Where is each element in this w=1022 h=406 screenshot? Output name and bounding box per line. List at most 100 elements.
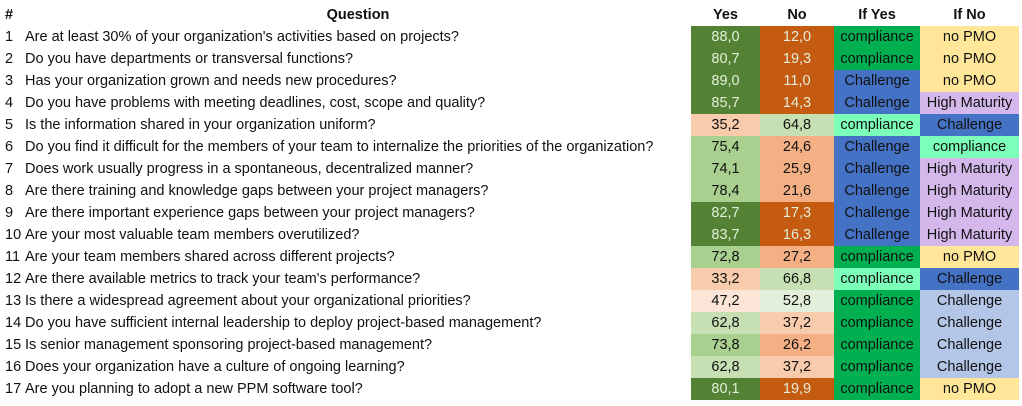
yes-value: 33,2: [691, 268, 760, 290]
table-row: 9 Are there important experience gaps bet…: [0, 202, 1019, 224]
if-yes-result: compliance: [834, 312, 920, 334]
no-value: 25,9: [760, 158, 834, 180]
row-number: 1: [5, 29, 14, 45]
no-value: 19,9: [760, 378, 834, 400]
if-no-result: High Maturity: [920, 180, 1019, 202]
table-row: 12 Are there available metrics to track y…: [0, 268, 1019, 290]
if-yes-result: Challenge: [834, 92, 920, 114]
if-yes-result: Challenge: [834, 202, 920, 224]
question-cell: Do you have sufficient internal leadersh…: [25, 315, 542, 331]
if-no-result: Challenge: [920, 114, 1019, 136]
question-cell: Is there a widespread agreement about yo…: [25, 293, 471, 309]
question-cell: Do you have departments or transversal f…: [25, 51, 354, 67]
no-value: 66,8: [760, 268, 834, 290]
row-number: 5: [5, 117, 14, 133]
table-row: 7 Does work usually progress in a spontan…: [0, 158, 1019, 180]
question-cell: Does your organization have a culture of…: [25, 359, 405, 375]
question-cell: Are your team members shared across diff…: [25, 249, 395, 265]
question-cell: Are there important experience gaps betw…: [25, 205, 475, 221]
table-row: 2 Do you have departments or transversal …: [0, 48, 1019, 70]
no-value: 11,0: [760, 70, 834, 92]
if-yes-result: Challenge: [834, 224, 920, 246]
yes-value: 80,1: [691, 378, 760, 400]
if-no-result: compliance: [920, 136, 1019, 158]
no-value: 27,2: [760, 246, 834, 268]
yes-value: 89,0: [691, 70, 760, 92]
if-no-result: Challenge: [920, 356, 1019, 378]
no-value: 19,3: [760, 48, 834, 70]
yes-value: 74,1: [691, 158, 760, 180]
if-no-result: no PMO: [920, 70, 1019, 92]
table-row: 1 Are at least 30% of your organization's…: [0, 26, 1019, 48]
table-row: 5 Is the information shared in your organ…: [0, 114, 1019, 136]
yes-value: 88,0: [691, 26, 760, 48]
if-no-result: no PMO: [920, 246, 1019, 268]
yes-value: 73,8: [691, 334, 760, 356]
header-number: #: [5, 7, 14, 23]
if-yes-result: Challenge: [834, 70, 920, 92]
no-value: 17,3: [760, 202, 834, 224]
question-cell: Are your most valuable team members over…: [25, 227, 360, 243]
table-row: 8 Are there training and knowledge gaps b…: [0, 180, 1019, 202]
row-number: 2: [5, 51, 14, 67]
yes-value: 35,2: [691, 114, 760, 136]
table-row: 10 Are your most valuable team members ov…: [0, 224, 1019, 246]
survey-table: # Question Yes No If Yes If No 1 Are at l…: [0, 4, 1019, 400]
yes-value: 85,7: [691, 92, 760, 114]
header-if-no: If No: [953, 7, 986, 23]
if-yes-result: compliance: [834, 48, 920, 70]
yes-value: 75,4: [691, 136, 760, 158]
yes-value: 80,7: [691, 48, 760, 70]
no-value: 37,2: [760, 312, 834, 334]
question-cell: Are there training and knowledge gaps be…: [25, 183, 489, 199]
if-yes-result: compliance: [834, 114, 920, 136]
if-no-result: Challenge: [920, 334, 1019, 356]
if-yes-result: Challenge: [834, 158, 920, 180]
row-number: 6: [5, 139, 14, 155]
no-value: 12,0: [760, 26, 834, 48]
question-cell: Are you planning to adopt a new PPM soft…: [25, 381, 363, 397]
row-number: 16: [5, 359, 22, 375]
no-value: 14,3: [760, 92, 834, 114]
table-row: 11 Are your team members shared across di…: [0, 246, 1019, 268]
question-cell: Does work usually progress in a spontane…: [25, 161, 474, 177]
yes-value: 83,7: [691, 224, 760, 246]
table-row: 16 Does your organization have a culture …: [0, 356, 1019, 378]
if-yes-result: compliance: [834, 378, 920, 400]
row-number: 14: [5, 315, 22, 331]
no-value: 24,6: [760, 136, 834, 158]
row-number: 7: [5, 161, 14, 177]
if-no-result: High Maturity: [920, 92, 1019, 114]
table-row: 14 Do you have sufficient internal leader…: [0, 312, 1019, 334]
no-value: 37,2: [760, 356, 834, 378]
row-number: 12: [5, 271, 22, 287]
row-number: 8: [5, 183, 14, 199]
if-no-result: no PMO: [920, 48, 1019, 70]
table-row: 17 Are you planning to adopt a new PPM so…: [0, 378, 1019, 400]
if-no-result: High Maturity: [920, 202, 1019, 224]
yes-value: 72,8: [691, 246, 760, 268]
table-row: 13 Is there a widespread agreement about …: [0, 290, 1019, 312]
question-cell: Has your organization grown and needs ne…: [25, 73, 397, 89]
table-row: 15 Is senior management sponsoring projec…: [0, 334, 1019, 356]
if-yes-result: compliance: [834, 334, 920, 356]
yes-value: 47,2: [691, 290, 760, 312]
if-yes-result: compliance: [834, 26, 920, 48]
if-no-result: High Maturity: [920, 158, 1019, 180]
question-cell: Do you find it difficult for the members…: [25, 139, 654, 155]
header-if-yes: If Yes: [858, 7, 896, 23]
if-no-result: Challenge: [920, 268, 1019, 290]
if-no-result: High Maturity: [920, 224, 1019, 246]
yes-value: 62,8: [691, 312, 760, 334]
question-cell: Are there available metrics to track you…: [25, 271, 421, 287]
header-question: Question: [326, 7, 390, 23]
question-cell: Is senior management sponsoring project-…: [25, 337, 433, 353]
row-number: 17: [5, 381, 22, 397]
no-value: 64,8: [760, 114, 834, 136]
header-no: No: [787, 7, 807, 23]
row-number: 13: [5, 293, 22, 309]
table-row: 6 Do you find it difficult for the member…: [0, 136, 1019, 158]
yes-value: 82,7: [691, 202, 760, 224]
no-value: 26,2: [760, 334, 834, 356]
question-cell: Are at least 30% of your organization's …: [25, 29, 459, 45]
